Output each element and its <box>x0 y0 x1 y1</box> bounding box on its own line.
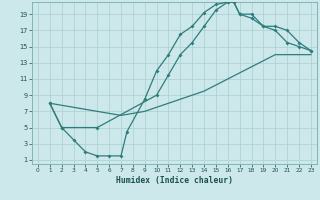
X-axis label: Humidex (Indice chaleur): Humidex (Indice chaleur) <box>116 176 233 185</box>
